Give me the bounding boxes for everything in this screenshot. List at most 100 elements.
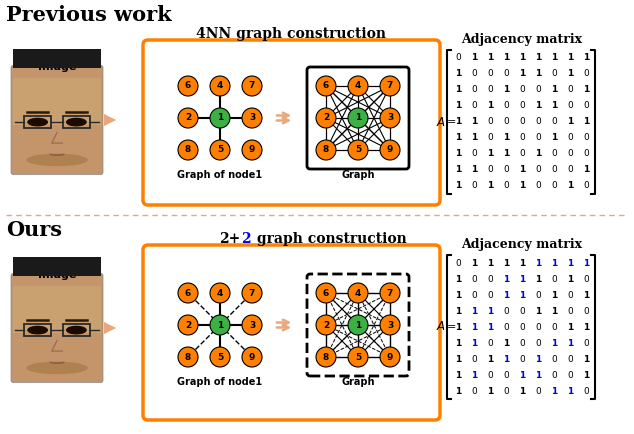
Text: 1: 1 [455, 355, 461, 364]
Text: 0: 0 [487, 165, 493, 174]
Text: 2: 2 [323, 320, 329, 329]
Text: 3: 3 [249, 114, 255, 122]
Text: 0: 0 [567, 355, 573, 364]
Text: 1: 1 [455, 290, 461, 299]
Text: 1: 1 [487, 149, 493, 158]
Circle shape [348, 76, 368, 96]
Text: 0: 0 [503, 322, 509, 332]
Ellipse shape [67, 326, 86, 334]
FancyBboxPatch shape [143, 245, 440, 420]
Text: 2: 2 [185, 320, 191, 329]
Circle shape [242, 283, 262, 303]
Circle shape [210, 347, 230, 367]
Text: 1: 1 [355, 320, 361, 329]
Ellipse shape [28, 118, 48, 126]
Text: 7: 7 [387, 289, 393, 297]
Text: 5: 5 [355, 145, 361, 155]
Text: A: A [437, 115, 445, 128]
Text: 4: 4 [355, 289, 361, 297]
Text: 0: 0 [551, 371, 557, 379]
Text: 1: 1 [471, 134, 477, 142]
Text: 1: 1 [217, 114, 223, 122]
Text: 4: 4 [217, 82, 223, 91]
Text: 1: 1 [535, 69, 541, 79]
Text: 0: 0 [471, 274, 477, 283]
Circle shape [380, 76, 400, 96]
Ellipse shape [26, 154, 87, 166]
Text: 1: 1 [471, 53, 477, 62]
Text: 0: 0 [471, 290, 477, 299]
Text: =: = [447, 322, 456, 332]
Circle shape [178, 283, 198, 303]
Circle shape [348, 347, 368, 367]
Text: 1: 1 [455, 102, 461, 111]
Text: 1: 1 [503, 53, 509, 62]
Bar [13, 49, 101, 68]
Text: 1: 1 [567, 322, 573, 332]
Ellipse shape [26, 362, 87, 374]
Text: 1: 1 [487, 102, 493, 111]
Text: 1: 1 [551, 306, 557, 316]
Text: 1: 1 [551, 102, 557, 111]
Text: 0: 0 [519, 85, 525, 95]
Text: 1: 1 [503, 259, 509, 267]
Text: 1: 1 [487, 53, 493, 62]
Circle shape [210, 315, 230, 335]
Text: 1: 1 [471, 371, 477, 379]
Text: 0: 0 [487, 118, 493, 126]
Text: 1: 1 [455, 165, 461, 174]
Text: 0: 0 [487, 290, 493, 299]
Text: 0: 0 [567, 149, 573, 158]
Circle shape [316, 347, 336, 367]
Text: 8: 8 [323, 352, 329, 362]
Text: 3: 3 [387, 114, 393, 122]
Circle shape [242, 140, 262, 160]
Text: 1: 1 [455, 339, 461, 348]
Text: 1: 1 [455, 306, 461, 316]
Text: 0: 0 [503, 102, 509, 111]
Text: 1: 1 [503, 274, 509, 283]
Text: 0: 0 [583, 181, 589, 191]
Text: 1: 1 [455, 181, 461, 191]
Text: 2: 2 [242, 232, 251, 246]
Circle shape [242, 315, 262, 335]
Bar [13, 78, 101, 125]
Text: 1: 1 [551, 259, 557, 267]
Text: 1: 1 [567, 387, 573, 395]
Text: 1: 1 [471, 165, 477, 174]
Text: 1: 1 [455, 149, 461, 158]
Text: 1: 1 [535, 259, 541, 267]
Text: 1: 1 [551, 134, 557, 142]
Text: Image: Image [38, 270, 76, 279]
Text: 0: 0 [583, 69, 589, 79]
Text: 0: 0 [535, 181, 541, 191]
FancyBboxPatch shape [11, 66, 103, 174]
Text: 0: 0 [455, 53, 461, 62]
Text: A: A [437, 320, 445, 333]
Text: 0: 0 [583, 102, 589, 111]
Circle shape [242, 108, 262, 128]
Text: 1: 1 [567, 339, 573, 348]
Text: 0: 0 [535, 339, 541, 348]
Circle shape [316, 315, 336, 335]
Bar [13, 256, 101, 276]
Text: 0: 0 [567, 85, 573, 95]
Circle shape [178, 315, 198, 335]
Text: 0: 0 [471, 85, 477, 95]
Text: Previous work: Previous work [6, 5, 172, 25]
FancyBboxPatch shape [11, 273, 103, 382]
Text: 1: 1 [455, 118, 461, 126]
Text: 1: 1 [455, 85, 461, 95]
Text: Graph of node1: Graph of node1 [178, 377, 262, 387]
Text: 1: 1 [535, 371, 541, 379]
Text: 0: 0 [471, 181, 477, 191]
Text: 1: 1 [519, 53, 525, 62]
Circle shape [210, 76, 230, 96]
Text: 0: 0 [567, 290, 573, 299]
Text: 0: 0 [551, 274, 557, 283]
Text: 1: 1 [471, 259, 477, 267]
Text: Adjacency matrix: Adjacency matrix [462, 33, 583, 46]
Text: 7: 7 [249, 82, 256, 91]
Text: 1: 1 [519, 274, 525, 283]
Text: 1: 1 [567, 53, 573, 62]
